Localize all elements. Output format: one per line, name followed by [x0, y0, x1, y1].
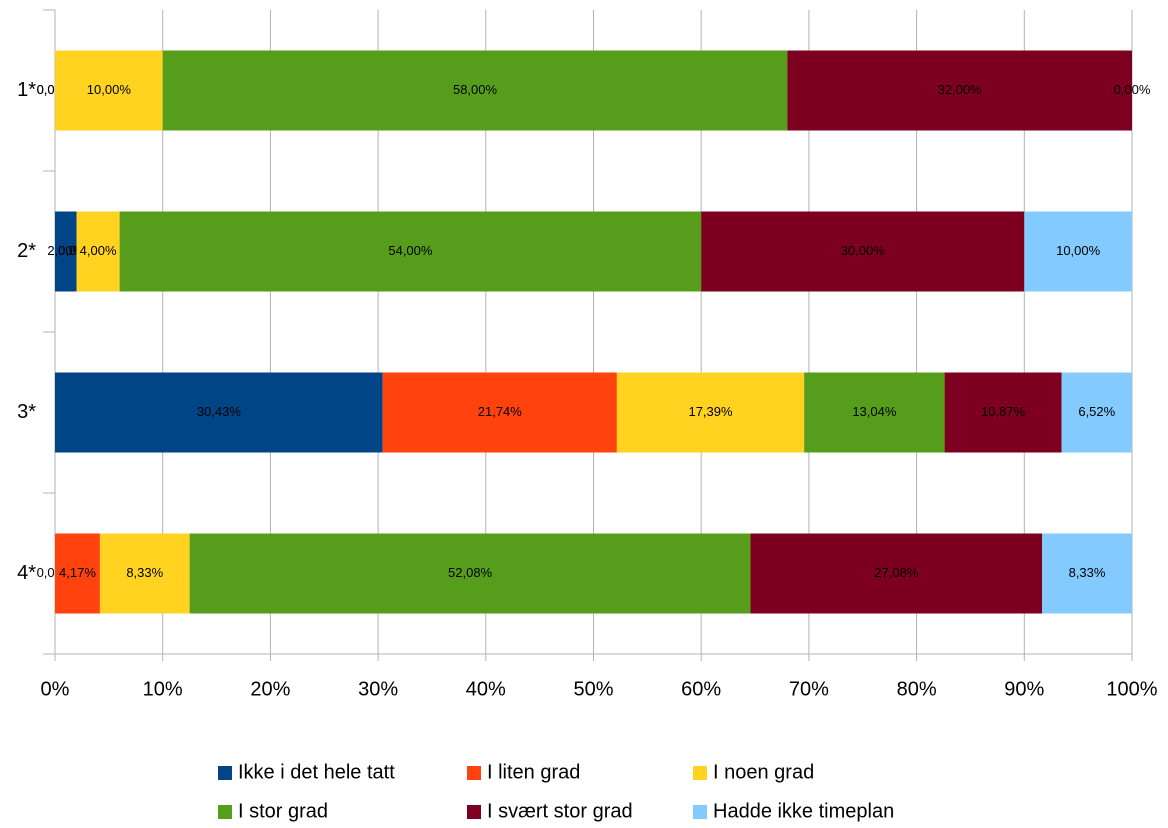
bar-segment — [55, 50, 163, 131]
bar-segment — [1024, 211, 1132, 292]
bar-segment — [616, 372, 805, 453]
legend-label: I noen grad — [713, 761, 814, 783]
bar-segment — [99, 533, 190, 614]
x-tick-label: 20% — [250, 678, 290, 700]
bar-segment — [119, 211, 702, 292]
data-label: 6,52% — [1078, 404, 1115, 419]
data-label: 0,00% — [1114, 82, 1151, 97]
x-tick-label: 40% — [466, 678, 506, 700]
bar-segment — [944, 372, 1062, 453]
legend-swatch — [467, 766, 481, 780]
y-tick-label: 3* — [17, 401, 36, 423]
bar-segment — [1042, 533, 1132, 614]
x-tick-label: 60% — [681, 678, 721, 700]
data-label: 27,08% — [874, 565, 919, 580]
x-tick-label: 10% — [143, 678, 183, 700]
legend-label: I stor grad — [238, 800, 328, 822]
x-tick-label: 0% — [41, 678, 70, 700]
data-label: 30,00% — [841, 243, 886, 258]
data-label: 4,17% — [59, 565, 96, 580]
data-label: 21,74% — [478, 404, 523, 419]
x-tick-label: 50% — [573, 678, 613, 700]
legend-swatch — [218, 805, 232, 819]
x-tick-label: 30% — [358, 678, 398, 700]
bar-segment — [382, 372, 617, 453]
y-tick-label: 4* — [17, 562, 36, 584]
bar-segment — [701, 211, 1025, 292]
legend-swatch — [218, 766, 232, 780]
legend-swatch — [467, 805, 481, 819]
data-label: 8,33% — [1069, 565, 1106, 580]
data-label: 10,00% — [1056, 243, 1101, 258]
data-label: 2,00% — [47, 243, 84, 258]
data-label: 52,08% — [448, 565, 493, 580]
bar-segment — [750, 533, 1043, 614]
bar-segment — [55, 533, 100, 614]
legend-swatch — [693, 766, 707, 780]
bar-segment — [1061, 372, 1132, 453]
legend-swatch — [693, 805, 707, 819]
data-label: 8,33% — [126, 565, 163, 580]
data-label: 10,87% — [981, 404, 1026, 419]
bar-segment — [55, 372, 383, 453]
legend-label: I svært stor grad — [487, 800, 633, 822]
bar-segment — [76, 211, 120, 292]
bar-segment — [189, 533, 751, 614]
x-tick-label: 90% — [1004, 678, 1044, 700]
x-tick-label: 80% — [897, 678, 937, 700]
data-label: 4,00% — [80, 243, 117, 258]
legend-label: I liten grad — [487, 761, 580, 783]
y-tick-label: 2* — [17, 240, 36, 262]
bar-segment — [804, 372, 945, 453]
bar-segment — [162, 50, 788, 131]
data-label: 10,00% — [87, 82, 132, 97]
data-label: 58,00% — [453, 82, 498, 97]
x-tick-label: 70% — [789, 678, 829, 700]
y-tick-label: 1* — [17, 79, 36, 101]
data-label: 17,39% — [688, 404, 733, 419]
legend-label: Hadde ikke timeplan — [713, 800, 894, 822]
data-label: 54,00% — [388, 243, 433, 258]
legend-label: Ikke i det hele tatt — [238, 761, 395, 783]
data-label: 30,43% — [197, 404, 242, 419]
data-label: 32,00% — [938, 82, 983, 97]
data-label: 13,04% — [852, 404, 897, 419]
x-tick-label: 100% — [1106, 678, 1157, 700]
bar-segment — [787, 50, 1132, 131]
bar-segment — [55, 211, 77, 292]
